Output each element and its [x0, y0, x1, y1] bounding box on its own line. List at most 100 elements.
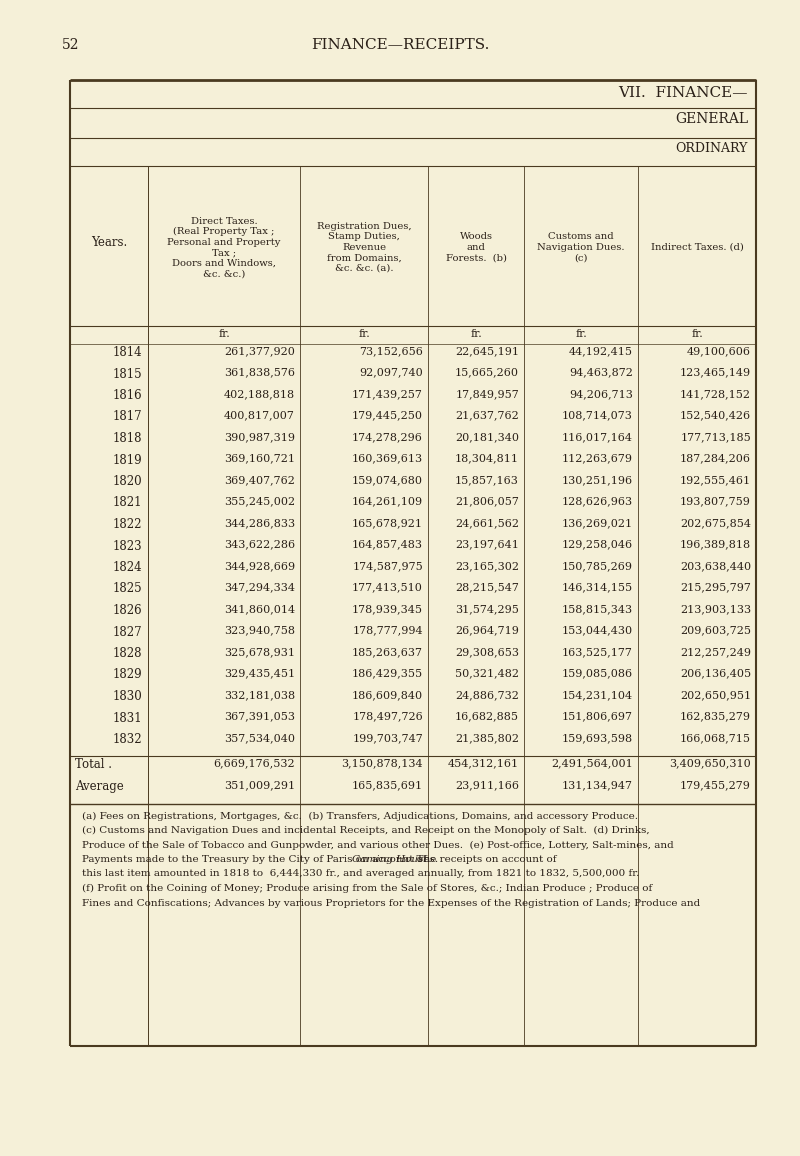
- Text: 213,903,133: 213,903,133: [680, 603, 751, 614]
- Text: 1818: 1818: [113, 432, 142, 445]
- Text: 1821: 1821: [113, 496, 142, 510]
- Text: 367,391,053: 367,391,053: [224, 711, 295, 721]
- Text: 15,665,260: 15,665,260: [455, 368, 519, 378]
- Text: Registration Dues,: Registration Dues,: [317, 222, 411, 231]
- Text: 21,385,802: 21,385,802: [455, 733, 519, 743]
- Text: (a) Fees on Registrations, Mortgages, &c.  (b) Transfers, Adjudications, Domains: (a) Fees on Registrations, Mortgages, &c…: [82, 812, 638, 821]
- Text: 2,491,564,001: 2,491,564,001: [551, 758, 633, 769]
- Text: Forests.  (b): Forests. (b): [446, 253, 506, 262]
- Text: ORDINARY: ORDINARY: [676, 142, 748, 155]
- Text: 174,587,975: 174,587,975: [352, 561, 423, 571]
- Text: FINANCE—RECEIPTS.: FINANCE—RECEIPTS.: [311, 38, 489, 52]
- Text: 130,251,196: 130,251,196: [562, 475, 633, 486]
- Text: 23,197,641: 23,197,641: [455, 540, 519, 549]
- Text: 29,308,653: 29,308,653: [455, 647, 519, 657]
- Text: (c): (c): [574, 253, 588, 262]
- Text: 402,188,818: 402,188,818: [224, 390, 295, 399]
- Text: 73,152,656: 73,152,656: [359, 346, 423, 356]
- Text: 186,429,355: 186,429,355: [352, 668, 423, 679]
- Text: 344,928,669: 344,928,669: [224, 561, 295, 571]
- Text: 400,817,007: 400,817,007: [224, 410, 295, 421]
- Text: 1832: 1832: [112, 733, 142, 746]
- Text: 18,304,811: 18,304,811: [455, 453, 519, 464]
- Text: Total .: Total .: [75, 758, 112, 771]
- Text: 153,044,430: 153,044,430: [562, 625, 633, 636]
- Text: this last item amounted in 1818 to  6,444,330 fr., and averaged annually, from 1: this last item amounted in 1818 to 6,444…: [82, 869, 639, 879]
- Text: 186,609,840: 186,609,840: [352, 690, 423, 701]
- Text: 329,435,451: 329,435,451: [224, 668, 295, 679]
- Text: Indirect Taxes. (d): Indirect Taxes. (d): [650, 243, 743, 252]
- Text: 28,215,547: 28,215,547: [455, 583, 519, 593]
- Text: Woods: Woods: [459, 232, 493, 242]
- Text: 209,603,725: 209,603,725: [680, 625, 751, 636]
- Text: 179,455,279: 179,455,279: [680, 780, 751, 790]
- Text: 1823: 1823: [112, 540, 142, 553]
- Text: (Real Property Tax ;: (Real Property Tax ;: [174, 227, 274, 236]
- Text: 24,886,732: 24,886,732: [455, 690, 519, 701]
- Text: Tax ;: Tax ;: [212, 249, 236, 257]
- Text: 357,534,040: 357,534,040: [224, 733, 295, 743]
- Text: 3,150,878,134: 3,150,878,134: [342, 758, 423, 769]
- Text: fr.: fr.: [218, 329, 230, 339]
- Text: 454,312,161: 454,312,161: [448, 758, 519, 769]
- Text: 159,693,598: 159,693,598: [562, 733, 633, 743]
- Text: fr.: fr.: [575, 329, 587, 339]
- Text: 3,409,650,310: 3,409,650,310: [670, 758, 751, 769]
- Text: Customs and: Customs and: [548, 232, 614, 242]
- Text: 44,192,415: 44,192,415: [569, 346, 633, 356]
- Text: 1827: 1827: [112, 625, 142, 638]
- Text: 52: 52: [62, 38, 79, 52]
- Text: 202,650,951: 202,650,951: [680, 690, 751, 701]
- Text: VII.  FINANCE—: VII. FINANCE—: [618, 86, 748, 101]
- Text: 178,497,726: 178,497,726: [352, 711, 423, 721]
- Text: Average: Average: [75, 780, 124, 793]
- Text: &c. &c. (a).: &c. &c. (a).: [334, 264, 394, 273]
- Text: 1824: 1824: [112, 561, 142, 575]
- Text: 163,525,177: 163,525,177: [562, 647, 633, 657]
- Text: 174,278,296: 174,278,296: [352, 432, 423, 442]
- Text: Fines and Confiscations; Advances by various Proprietors for the Expenses of the: Fines and Confiscations; Advances by var…: [82, 898, 700, 907]
- Text: Gaming Houses.: Gaming Houses.: [352, 855, 438, 864]
- Text: 369,160,721: 369,160,721: [224, 453, 295, 464]
- Text: 164,857,483: 164,857,483: [352, 540, 423, 549]
- Text: 355,245,002: 355,245,002: [224, 496, 295, 506]
- Text: 6,669,176,532: 6,669,176,532: [214, 758, 295, 769]
- Text: 26,964,719: 26,964,719: [455, 625, 519, 636]
- Text: 123,465,149: 123,465,149: [680, 368, 751, 378]
- Text: 178,939,345: 178,939,345: [352, 603, 423, 614]
- Text: 23,165,302: 23,165,302: [455, 561, 519, 571]
- Text: 112,263,679: 112,263,679: [562, 453, 633, 464]
- Text: 215,295,797: 215,295,797: [680, 583, 751, 593]
- Text: 343,622,286: 343,622,286: [224, 540, 295, 549]
- Text: 150,785,269: 150,785,269: [562, 561, 633, 571]
- Text: 23,911,166: 23,911,166: [455, 780, 519, 790]
- Text: 192,555,461: 192,555,461: [680, 475, 751, 486]
- Text: 1817: 1817: [112, 410, 142, 423]
- Text: 1825: 1825: [112, 583, 142, 595]
- Text: 177,713,185: 177,713,185: [680, 432, 751, 442]
- Text: GENERAL: GENERAL: [675, 112, 748, 126]
- Text: 347,294,334: 347,294,334: [224, 583, 295, 593]
- Text: 390,987,319: 390,987,319: [224, 432, 295, 442]
- Text: 1822: 1822: [113, 518, 142, 531]
- Text: 1816: 1816: [112, 390, 142, 402]
- Text: Personal and Property: Personal and Property: [167, 237, 281, 246]
- Text: 202,675,854: 202,675,854: [680, 518, 751, 528]
- Text: 15,857,163: 15,857,163: [455, 475, 519, 486]
- Text: 152,540,426: 152,540,426: [680, 410, 751, 421]
- Text: 193,807,759: 193,807,759: [680, 496, 751, 506]
- Text: 141,728,152: 141,728,152: [680, 390, 751, 399]
- Text: 21,806,057: 21,806,057: [455, 496, 519, 506]
- Text: Stamp Duties,: Stamp Duties,: [328, 232, 400, 242]
- Text: 341,860,014: 341,860,014: [224, 603, 295, 614]
- Text: 325,678,931: 325,678,931: [224, 647, 295, 657]
- Text: 165,835,691: 165,835,691: [352, 780, 423, 790]
- Text: 351,009,291: 351,009,291: [224, 780, 295, 790]
- Text: 178,777,994: 178,777,994: [352, 625, 423, 636]
- Text: 1820: 1820: [112, 475, 142, 488]
- Text: 1828: 1828: [113, 647, 142, 660]
- Text: 146,314,155: 146,314,155: [562, 583, 633, 593]
- Text: 171,439,257: 171,439,257: [352, 390, 423, 399]
- Text: 185,263,637: 185,263,637: [352, 647, 423, 657]
- Text: 17,849,957: 17,849,957: [455, 390, 519, 399]
